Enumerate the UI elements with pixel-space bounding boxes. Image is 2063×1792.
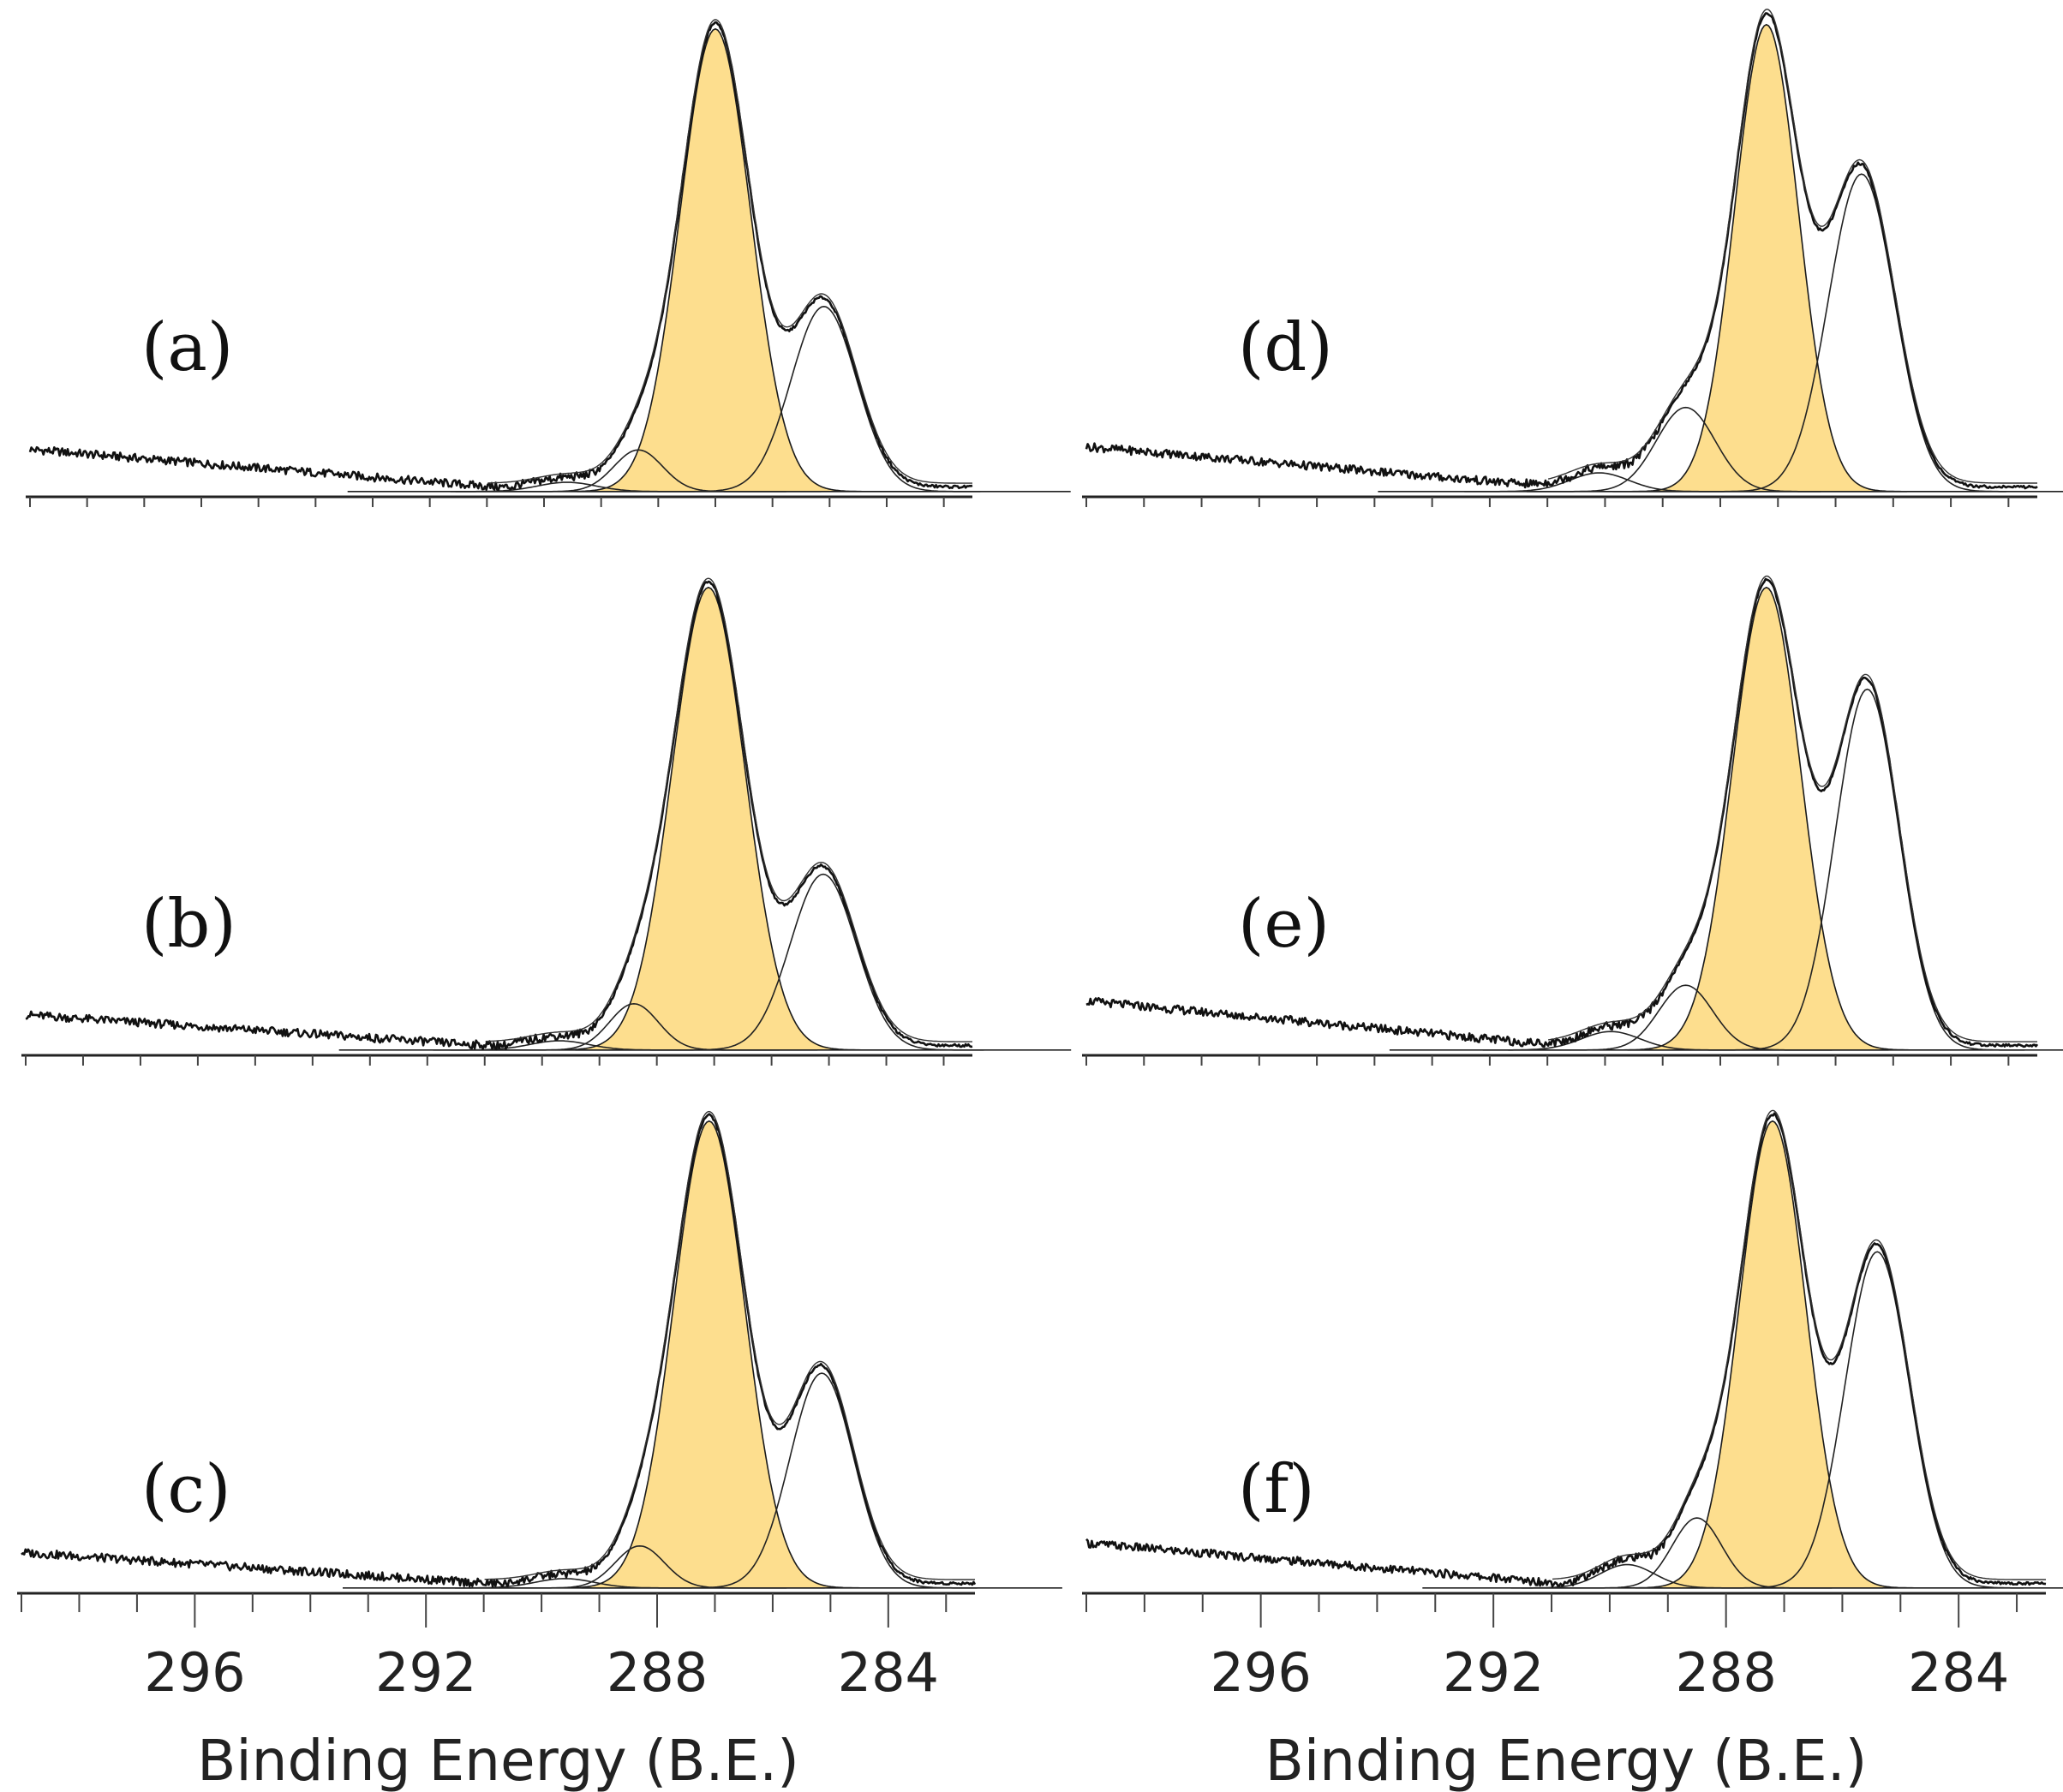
fit-envelope	[1552, 1109, 2046, 1580]
fit-component-1	[1612, 173, 2063, 493]
main-peak-component	[450, 27, 981, 493]
measured-spectrum	[25, 580, 973, 1051]
xps-panel-b: (b)	[21, 577, 1072, 1066]
x-tick-label: 284	[1908, 1641, 2009, 1704]
main-peak-component	[433, 586, 984, 1051]
main-peak-component	[1527, 23, 2006, 493]
measured-spectrum	[1085, 12, 2038, 490]
panel-label: (c)	[141, 1451, 231, 1528]
fit-component-3	[1422, 1563, 1833, 1589]
main-peak-component	[1508, 586, 2025, 1051]
measured-spectrum	[1085, 577, 2039, 1048]
fit-component-1	[1635, 1251, 2063, 1589]
fit-envelope	[1548, 575, 2037, 1042]
panel-label: (a)	[141, 309, 233, 386]
x-axis-title: Binding Energy (B.E.)	[1265, 1728, 1868, 1792]
xps-panel-c: 296 292 288 284 Binding Energy (B.E.) (c)	[17, 1110, 1062, 1792]
fit-component-2	[1464, 406, 1907, 493]
panel-label: (b)	[141, 886, 236, 963]
fit-component-3	[1389, 1030, 1833, 1051]
panel-label: (d)	[1238, 309, 1333, 386]
x-axis-title: Binding Energy (B.E.)	[197, 1728, 799, 1792]
xps-panel-d: (d)	[1082, 9, 2063, 507]
xps-panel-a: (a)	[26, 19, 1071, 507]
main-peak-component	[440, 1120, 978, 1589]
x-tick-label: 292	[1443, 1641, 1544, 1704]
fit-component-3	[343, 1578, 787, 1589]
xps-panel-e: (e)	[1082, 575, 2063, 1066]
fit-component-3	[347, 481, 786, 493]
panel-label: (f)	[1238, 1451, 1315, 1528]
panel-label: (e)	[1238, 886, 1330, 963]
x-tick-label: 296	[1210, 1641, 1311, 1704]
fit-envelope	[485, 577, 972, 1042]
fit-component-3	[338, 1040, 780, 1051]
x-tick-label: 288	[1675, 1641, 1776, 1704]
main-peak-component	[1521, 1120, 2024, 1589]
fit-envelope	[487, 19, 972, 484]
xps-panel-f: 296 292 288 284 Binding Energy (B.E.) (f)	[1082, 1109, 2063, 1792]
measured-spectrum	[21, 1113, 977, 1588]
measured-spectrum	[28, 21, 973, 492]
x-tick-label: 288	[607, 1641, 708, 1704]
fit-component-1	[1627, 688, 2063, 1051]
x-tick-label: 292	[375, 1641, 476, 1704]
x-tick-label: 284	[838, 1641, 939, 1704]
measured-spectrum	[1085, 1112, 2047, 1587]
fit-envelope	[484, 1110, 975, 1580]
x-tick-label: 296	[144, 1641, 245, 1704]
fit-component-3	[1378, 472, 1821, 493]
fit-envelope	[1547, 9, 2037, 484]
